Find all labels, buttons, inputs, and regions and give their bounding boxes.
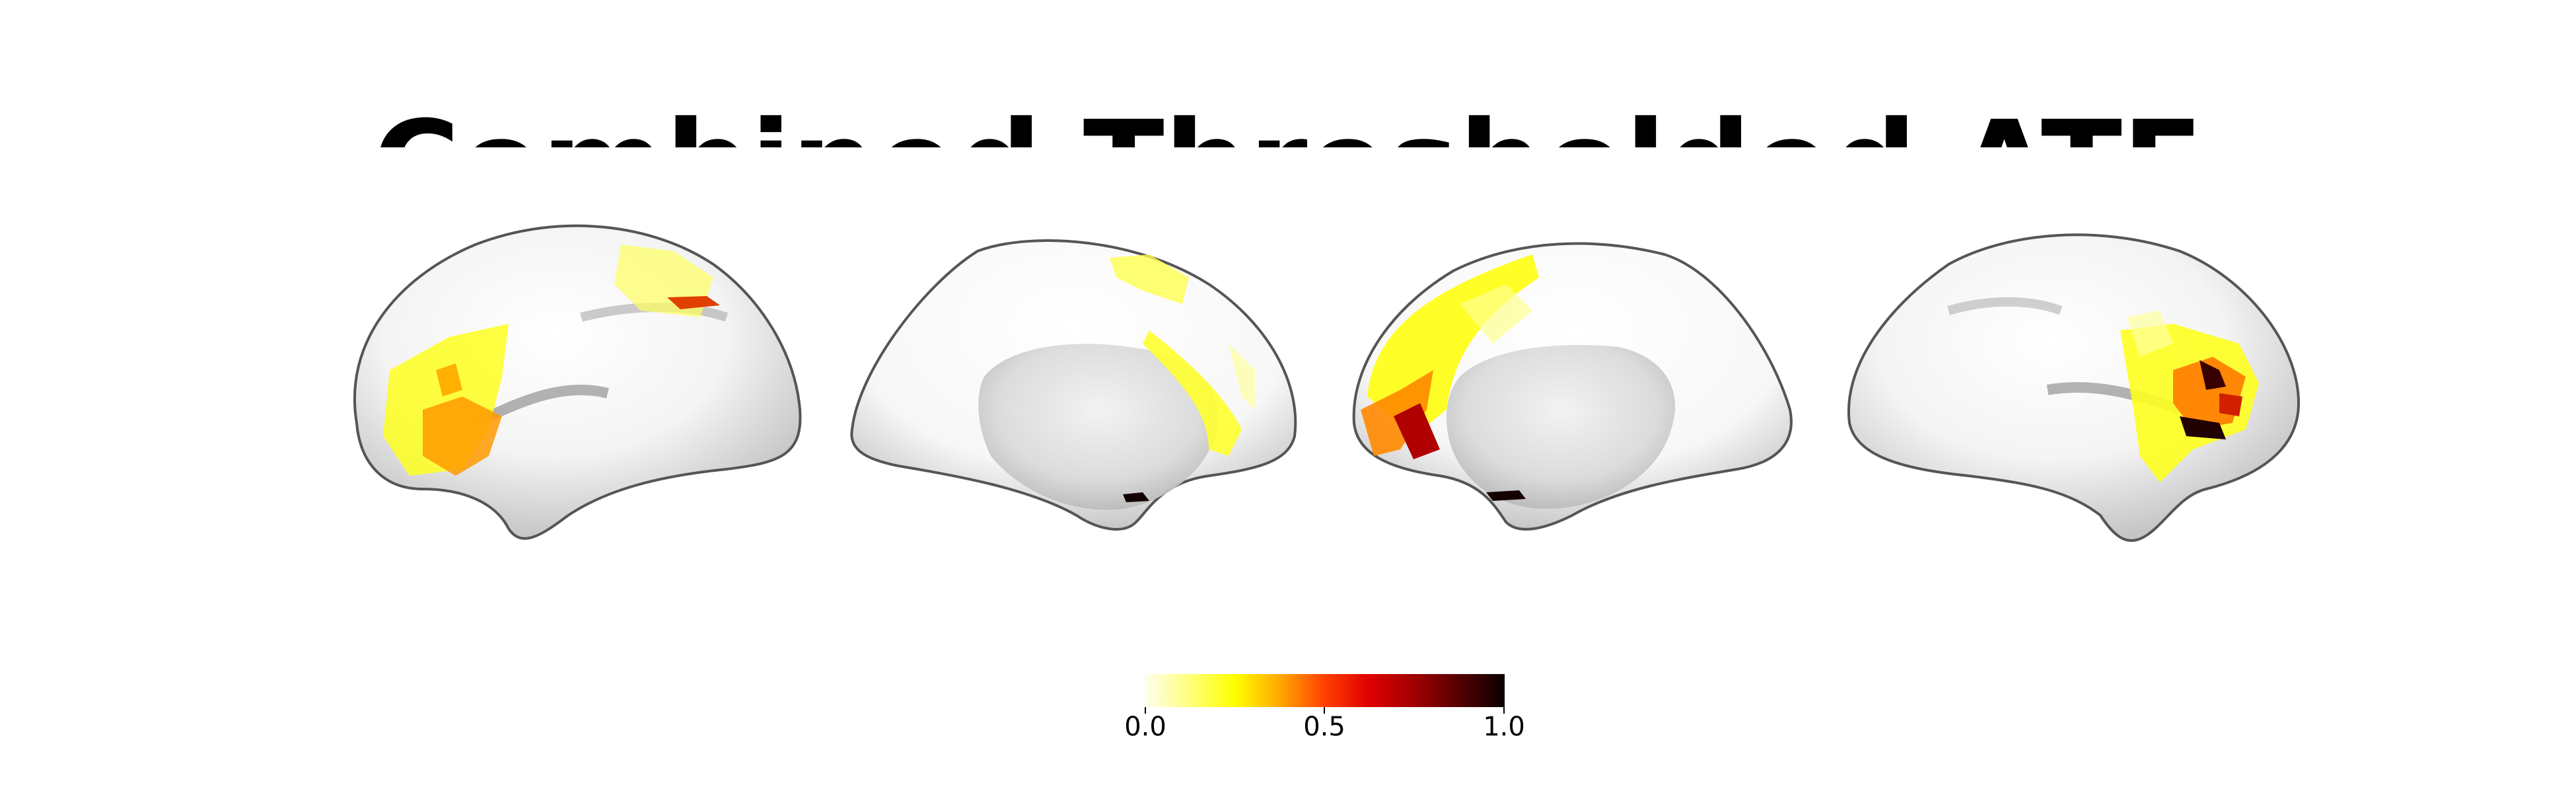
activation-cingulate-band <box>1143 330 1242 456</box>
colorbar-label-mid: 0.5 <box>1303 712 1345 742</box>
activation-cingulate-pale <box>1229 344 1255 410</box>
colorbar-tick-min <box>1145 707 1146 714</box>
activation-superior-red <box>667 296 720 309</box>
colorbar-label-min: 0.0 <box>1124 712 1166 742</box>
activation-rm-orange <box>1361 370 1433 456</box>
colorbar <box>1145 674 1505 707</box>
medial-wall <box>978 344 1219 510</box>
colorbar-tick-mid <box>1324 707 1325 714</box>
left-lateral-view <box>353 224 802 540</box>
activation-rm-dark <box>1486 490 1526 501</box>
activation-frontal-orange-2 <box>436 363 462 397</box>
colorbar-tick-max <box>1503 707 1505 714</box>
colorbar-label-max: 1.0 <box>1483 712 1525 742</box>
activation-cingulate-yellow <box>1110 254 1189 304</box>
right-medial-view <box>1352 242 1793 531</box>
right-lateral-view <box>1847 233 2301 543</box>
activation-rm-red <box>1394 403 1440 459</box>
superior-sulcus-right <box>1947 297 2063 315</box>
activation-rl-dark-1 <box>2200 360 2226 390</box>
activation-medial-dark <box>1123 492 1149 502</box>
activation-rl-red <box>2219 393 2242 416</box>
activation-frontal-orange <box>423 397 502 476</box>
activation-rl-pale <box>2127 311 2173 357</box>
figure-title: Combined Thresholded ATF <box>0 99 2576 148</box>
activation-rl-dark-2 <box>2180 416 2226 439</box>
title-clip: Combined Thresholded ATF <box>0 0 2576 148</box>
activation-rm-pale <box>1460 284 1532 344</box>
left-medial-view <box>850 239 1297 531</box>
medial-wall-right <box>1447 345 1676 509</box>
